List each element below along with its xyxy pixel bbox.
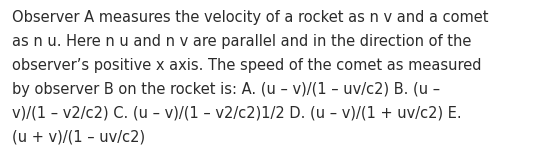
Text: by observer B on the rocket is: A. (u – v)/(1 – uv/c2) B. (u –: by observer B on the rocket is: A. (u – … bbox=[12, 82, 440, 97]
Text: Observer A measures the velocity of a rocket as n v and a comet: Observer A measures the velocity of a ro… bbox=[12, 10, 488, 25]
Text: observer’s positive x axis. The speed of the comet as measured: observer’s positive x axis. The speed of… bbox=[12, 58, 482, 73]
Text: (u + v)/(1 – uv/c2): (u + v)/(1 – uv/c2) bbox=[12, 130, 145, 145]
Text: v)/(1 – v2/c2) C. (u – v)/(1 – v2/c2)1/2 D. (u – v)/(1 + uv/c2) E.: v)/(1 – v2/c2) C. (u – v)/(1 – v2/c2)1/2… bbox=[12, 106, 461, 121]
Text: as n u. Here n u and n v are parallel and in the direction of the: as n u. Here n u and n v are parallel an… bbox=[12, 34, 472, 49]
